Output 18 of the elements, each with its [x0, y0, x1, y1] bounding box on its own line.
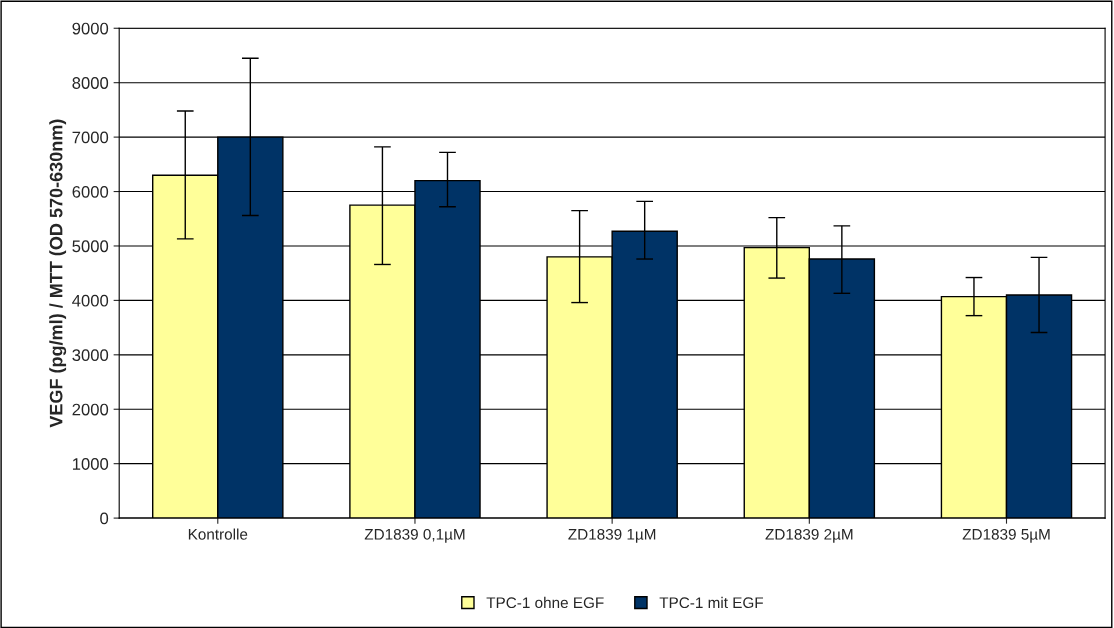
y-tick-label: 7000	[72, 131, 109, 144]
y-tick-label: 1000	[72, 458, 109, 470]
legend-label: TPC-1 ohne EGF	[486, 596, 604, 609]
legend-label: TPC-1 mit EGF	[659, 596, 764, 609]
x-tick-label: ZD1839 1µM	[568, 528, 656, 543]
y-tick-label: 3000	[72, 349, 109, 362]
x-tick-label: ZD1839 5µM	[962, 528, 1050, 543]
y-tick-label: 4000	[72, 294, 109, 307]
y-tick-label: 9000	[72, 22, 109, 35]
x-tick-label: ZD1839 2µM	[765, 528, 853, 543]
y-tick-label: 5000	[72, 240, 109, 253]
x-tick-label: Kontrolle	[188, 528, 248, 540]
y-tick-label: 6000	[72, 185, 109, 198]
y-tick-label: 0	[100, 512, 109, 525]
y-tick-label: 2000	[72, 403, 109, 416]
x-tick-label: ZD1839 0,1µM	[364, 528, 465, 543]
y-axis-title: VEGF (pg/ml) / MTT (OD 570-630nm)	[49, 119, 67, 428]
y-tick-label: 8000	[72, 77, 109, 89]
